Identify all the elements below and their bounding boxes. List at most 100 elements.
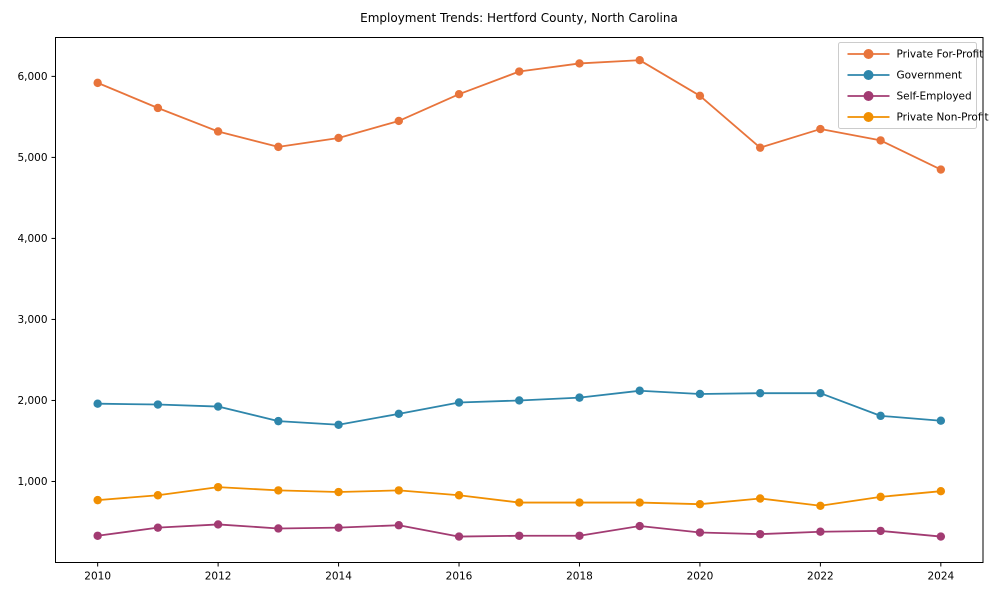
series-line — [97, 59, 942, 171]
y-tick-label-4000: 4,000 — [17, 233, 47, 245]
data-point-government-2020 — [695, 389, 705, 399]
data-point-private-for-profit-2023 — [876, 136, 885, 145]
legend-label: Government — [897, 70, 962, 82]
data-point-private-for-profit-2024 — [936, 165, 946, 174]
data-point-government-2016 — [454, 398, 464, 407]
data-point-government-2017 — [515, 396, 524, 405]
data-point-private-non-profit-2011 — [153, 491, 163, 500]
y-tick-label-5000: 5,000 — [17, 152, 47, 164]
data-point-self-employed-2024 — [936, 532, 946, 541]
y-tick-label-6000: 6,000 — [17, 71, 47, 83]
data-point-self-employed-2023 — [876, 526, 885, 536]
series-private-for-profit — [93, 55, 946, 174]
data-point-private-non-profit-2017 — [515, 498, 524, 507]
data-point-self-employed-2010 — [93, 531, 102, 540]
data-point-private-non-profit-2018 — [575, 498, 584, 507]
data-point-private-non-profit-2014 — [334, 487, 343, 497]
data-point-private-for-profit-2019 — [635, 55, 644, 65]
data-point-government-2013 — [274, 416, 283, 426]
data-point-private-for-profit-2010 — [93, 78, 102, 88]
data-point-private-for-profit-2014 — [334, 133, 343, 143]
legend-marker — [863, 49, 874, 59]
x-tick-label-2012: 2012 — [205, 571, 232, 583]
data-point-government-2015 — [394, 409, 403, 419]
legend-box — [838, 42, 977, 129]
data-point-self-employed-2012 — [213, 520, 223, 529]
data-point-private-for-profit-2018 — [575, 59, 584, 68]
data-point-private-for-profit-2012 — [213, 127, 223, 136]
data-point-private-for-profit-2022 — [816, 124, 825, 134]
data-point-self-employed-2011 — [153, 523, 163, 532]
x-tick-label-2018: 2018 — [566, 571, 593, 583]
x-tick-label-2020: 2020 — [687, 571, 714, 583]
data-point-self-employed-2022 — [816, 527, 825, 536]
legend-marker — [863, 91, 874, 101]
series-line — [97, 389, 941, 426]
x-tick-label-2010: 2010 — [84, 571, 111, 583]
legend: Private For-Profit Government Self-Employe… — [838, 42, 989, 129]
data-point-self-employed-2018 — [575, 531, 584, 540]
data-point-private-non-profit-2012 — [213, 482, 223, 492]
data-point-private-non-profit-2013 — [274, 486, 283, 495]
legend-label: Self-Employed — [897, 91, 972, 103]
data-point-self-employed-2014 — [334, 523, 343, 532]
legend-label: Private For-Profit — [897, 49, 984, 61]
data-point-private-non-profit-2010 — [93, 495, 102, 505]
data-point-private-for-profit-2021 — [755, 143, 765, 152]
data-point-private-non-profit-2022 — [816, 501, 825, 510]
y-axis-ticks: 1,000 2,000 3,000 4,000 5,000 6,000 — [17, 71, 56, 488]
legend-item-government: Government — [847, 70, 962, 82]
legend-marker — [863, 112, 874, 122]
data-point-private-non-profit-2024 — [936, 487, 946, 496]
data-point-private-for-profit-2020 — [695, 91, 705, 101]
data-point-private-non-profit-2021 — [755, 494, 765, 503]
series-government — [93, 386, 946, 429]
y-tick-label-3000: 3,000 — [17, 314, 47, 326]
data-point-private-for-profit-2016 — [454, 90, 464, 99]
x-tick-label-2014: 2014 — [325, 571, 352, 583]
plot-frame — [55, 37, 984, 563]
data-point-government-2022 — [816, 388, 825, 398]
data-point-private-non-profit-2015 — [394, 486, 403, 495]
data-point-government-2018 — [575, 393, 584, 402]
data-point-private-non-profit-2016 — [454, 491, 464, 500]
data-point-government-2023 — [876, 411, 885, 421]
x-tick-label-2024: 2024 — [927, 571, 954, 583]
x-axis-ticks: 2010 2012 2014 2016 2018 2020 2022 2024 — [84, 562, 955, 583]
data-point-private-non-profit-2019 — [635, 498, 644, 507]
data-point-government-2012 — [213, 402, 223, 411]
legend-item-private-non-profit: Private Non-Profit — [847, 112, 989, 124]
x-tick-label-2022: 2022 — [807, 571, 834, 583]
legend-marker — [863, 70, 874, 80]
legend-label: Private Non-Profit — [897, 112, 989, 124]
data-point-self-employed-2021 — [755, 529, 765, 539]
data-point-self-employed-2019 — [635, 521, 644, 531]
data-point-self-employed-2015 — [394, 521, 403, 530]
legend-item-private-for-profit: Private For-Profit — [847, 49, 984, 61]
data-point-private-for-profit-2017 — [515, 67, 524, 76]
data-point-private-for-profit-2011 — [153, 103, 163, 113]
data-point-government-2010 — [93, 399, 102, 408]
data-point-private-non-profit-2023 — [876, 492, 885, 502]
data-point-private-non-profit-2020 — [695, 499, 705, 509]
data-point-government-2019 — [635, 386, 644, 395]
y-tick-label-2000: 2,000 — [17, 395, 47, 407]
data-point-government-2014 — [334, 420, 343, 429]
legend-item-self-employed: Self-Employed — [847, 91, 972, 103]
data-point-government-2021 — [755, 388, 765, 398]
y-tick-label-1000: 1,000 — [17, 476, 47, 488]
data-point-self-employed-2020 — [695, 528, 705, 537]
series-private-non-profit — [93, 482, 946, 510]
data-point-private-for-profit-2015 — [394, 116, 403, 126]
data-series — [93, 55, 946, 541]
data-point-private-for-profit-2013 — [274, 142, 283, 152]
data-point-self-employed-2013 — [274, 524, 283, 533]
data-point-self-employed-2016 — [454, 532, 464, 541]
data-point-government-2011 — [153, 400, 163, 409]
x-tick-label-2016: 2016 — [446, 571, 473, 583]
chart-title: Employment Trends: Hertford County, Nort… — [360, 11, 678, 25]
data-point-government-2024 — [936, 416, 946, 425]
data-point-self-employed-2017 — [515, 531, 524, 540]
